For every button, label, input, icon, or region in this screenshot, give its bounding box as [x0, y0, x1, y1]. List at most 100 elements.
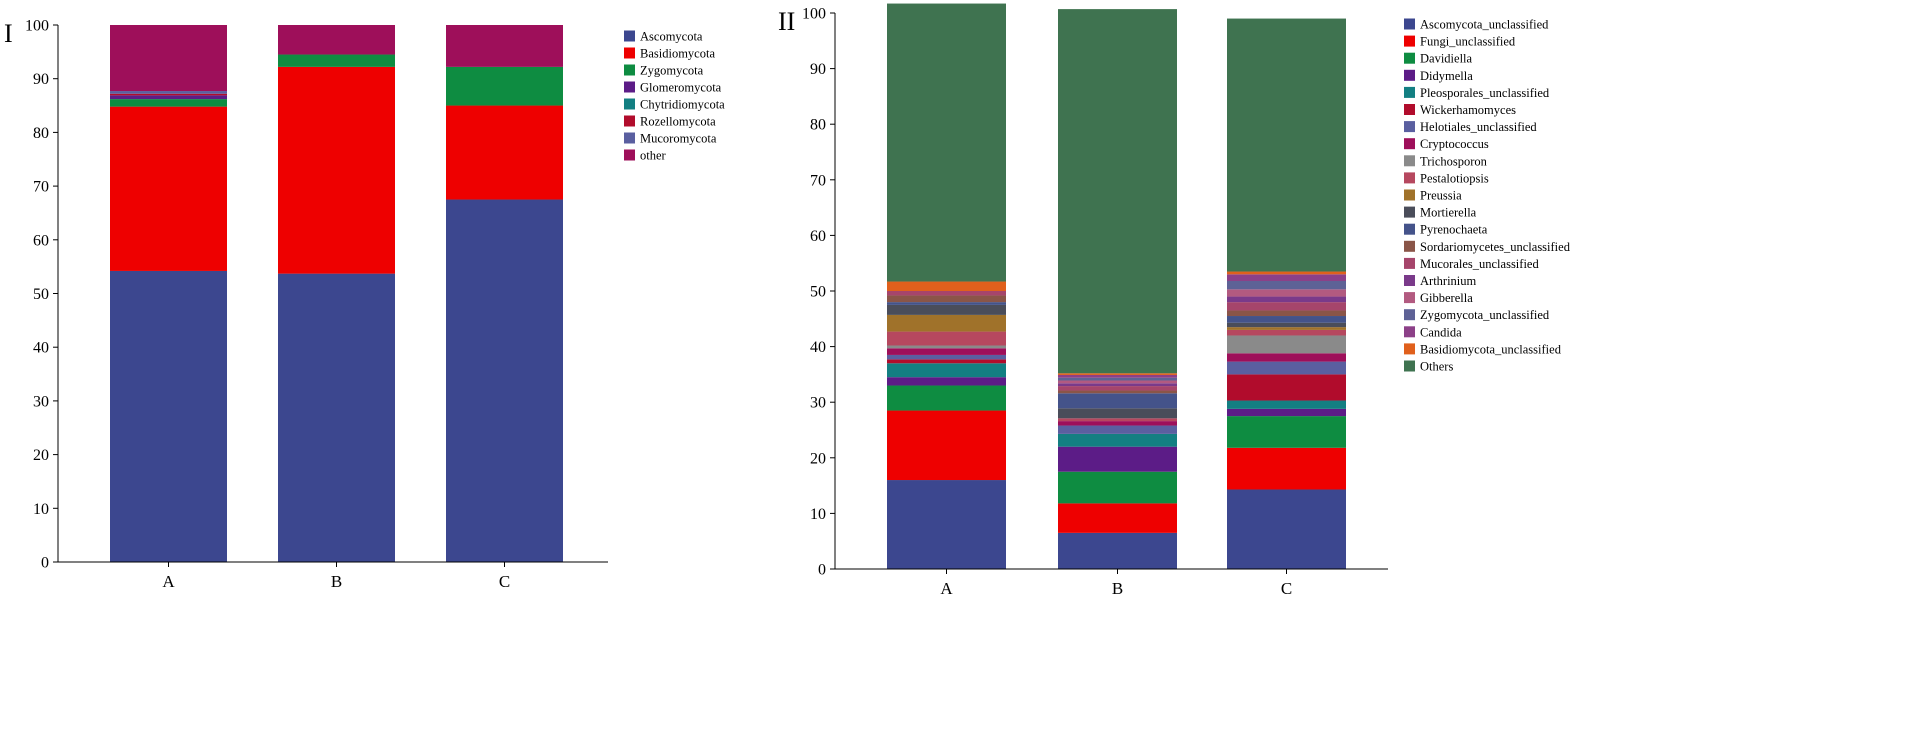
- bar-segment-b-davidiella: [1058, 471, 1177, 504]
- y-tick-label: 10: [33, 501, 49, 518]
- y-tick-label: 90: [33, 71, 49, 88]
- y-tick-label: 30: [33, 393, 49, 410]
- legend-label: Gibberella: [1420, 291, 1473, 305]
- legend-swatch: [1404, 223, 1415, 235]
- bar-segment-a-pyrenochaeta: [887, 302, 1006, 305]
- legend-label: Others: [1420, 360, 1453, 374]
- y-tick-label: 0: [41, 555, 49, 572]
- legend-swatch: [1404, 121, 1415, 133]
- bar-segment-a-sordariomycetes-unclassified: [887, 295, 1006, 303]
- bar-segment-a-mucorales-unclassified: [887, 291, 1006, 296]
- legend-label: Basidiomycota: [640, 47, 715, 61]
- x-category-label: C: [499, 572, 510, 591]
- y-tick-label: 10: [810, 506, 826, 523]
- legend-swatch: [1404, 343, 1415, 355]
- legend-swatch: [624, 81, 635, 93]
- bar-segment-b-pyrenochaeta: [1058, 393, 1177, 409]
- bar-segment-c-pestalotiopsis: [1227, 329, 1346, 336]
- bar-segment-b-mucorales-unclassified: [1058, 386, 1177, 391]
- legend-label: Davidiella: [1420, 52, 1473, 66]
- bar-segment-b-candida: [1058, 374, 1177, 378]
- y-tick-label: 60: [810, 228, 826, 245]
- bar-segment-b-cryptococcus: [1058, 421, 1177, 426]
- x-category-label: B: [331, 572, 342, 591]
- y-tick-label: 50: [810, 284, 826, 301]
- legend-label: Pestalotiopsis: [1420, 171, 1489, 185]
- legend-label: Zygomycota_unclassified: [1420, 308, 1550, 322]
- legend-label: Trichosporon: [1420, 154, 1488, 168]
- bar-segment-c-gibberella: [1227, 289, 1346, 297]
- y-tick-label: 60: [33, 232, 49, 249]
- bar-segment-c-preussia: [1227, 327, 1346, 330]
- bar-segment-c-fungi-unclassified: [1227, 447, 1346, 490]
- legend-label: other: [640, 149, 667, 163]
- bar-segment-c-cryptococcus: [1227, 353, 1346, 362]
- bar-segment-b-mortierella: [1058, 408, 1177, 419]
- legend-swatch: [1404, 18, 1415, 30]
- y-tick-label: 0: [818, 562, 826, 579]
- bar-segment-a-fungi-unclassified: [887, 410, 1006, 481]
- bar-segment-b-zygomycota-unclassified: [1058, 377, 1177, 381]
- legend-swatch: [1404, 104, 1415, 115]
- bar-segment-b-helotiales-unclassified: [1058, 425, 1177, 434]
- bar-segment-b-ascomycota-unclassified: [1058, 532, 1177, 569]
- legend-swatch: [1404, 240, 1415, 252]
- bar-segment-a-zygomycota: [110, 99, 227, 107]
- bar-segment-c-didymella: [1227, 408, 1346, 417]
- legend-label: Sordariomycetes_unclassified: [1420, 240, 1571, 254]
- legend-label: Rozellomycota: [640, 115, 716, 129]
- legend-swatch: [624, 132, 635, 144]
- legend-label: Didymella: [1420, 69, 1473, 83]
- legend-label: Ascomycota: [640, 30, 703, 44]
- y-tick-label: 100: [25, 18, 49, 35]
- legend-swatch: [1404, 69, 1415, 81]
- y-tick-label: 70: [810, 172, 826, 189]
- bar-segment-b-others: [1058, 9, 1177, 374]
- legend-label: Mucoromycota: [640, 132, 717, 146]
- legend-label: Preussia: [1420, 189, 1462, 203]
- bar-segment-c-others: [1227, 18, 1346, 272]
- legend-swatch: [1404, 275, 1415, 286]
- legend-swatch: [1404, 292, 1415, 304]
- bar-segment-c-zygomycota: [446, 66, 563, 106]
- legend-swatch: [1404, 35, 1415, 47]
- legend-swatch: [1404, 257, 1415, 269]
- legend-label: Pleosporales_unclassified: [1420, 86, 1550, 100]
- chart-panel-1: I 0 10 20 30 40 50 60 70 80 90 100 A B C Ascomycota Basi…: [4, 18, 725, 592]
- legend-label: Mortierella: [1420, 206, 1477, 220]
- legend-label: Ascomycota_unclassified: [1420, 18, 1549, 32]
- x-category-label: B: [1112, 579, 1123, 598]
- y-tick-label: 70: [33, 179, 49, 196]
- legend-label: Fungi_unclassified: [1420, 35, 1516, 49]
- bar-segment-c-candida: [1227, 274, 1346, 281]
- bar-segment-b-arthrinium: [1058, 383, 1177, 387]
- bar-segment-a-preussia: [887, 314, 1006, 332]
- bar-segment-a-trichosporon: [887, 345, 1006, 349]
- y-tick-label: 50: [33, 286, 49, 303]
- bar-segment-c-sordariomycetes-unclassified: [1227, 310, 1346, 317]
- bar-segment-a-glomeromycota: [110, 95, 227, 100]
- bar-segment-a-mortierella: [887, 304, 1006, 315]
- bar-segment-c-ascomycota-unclassified: [1227, 489, 1346, 569]
- legend-swatch: [1404, 360, 1415, 372]
- legend-swatch: [1404, 309, 1415, 321]
- bar-segment-b-didymella: [1058, 446, 1177, 472]
- bar-segment-c-zygomycota-unclassified: [1227, 280, 1346, 290]
- bar-segment-b-fungi-unclassified: [1058, 503, 1177, 533]
- bar-segment-b-pestalotiopsis: [1058, 418, 1177, 422]
- legend-swatch: [1404, 52, 1415, 64]
- bar-segment-b-gibberella: [1058, 380, 1177, 384]
- legend-swatch: [624, 47, 635, 59]
- bar-segment-a-pleosporales-unclassified: [887, 363, 1006, 378]
- y-tick-label: 80: [33, 125, 49, 142]
- bar-segment-b-sordariomycetes-unclassified: [1058, 390, 1177, 394]
- x-category-label: C: [1281, 579, 1292, 598]
- y-tick-label: 30: [810, 395, 826, 412]
- x-category-label: A: [162, 572, 175, 591]
- legend-label: Helotiales_unclassified: [1420, 120, 1537, 134]
- bar-segment-b-ascomycota: [278, 273, 395, 562]
- legend-swatch: [1404, 189, 1415, 201]
- bar-segment-c-helotiales-unclassified: [1227, 361, 1346, 375]
- bar-segment-c-davidiella: [1227, 416, 1346, 448]
- legend: Ascomycota Basidiomycota Zygomycota Glomero…: [624, 30, 725, 163]
